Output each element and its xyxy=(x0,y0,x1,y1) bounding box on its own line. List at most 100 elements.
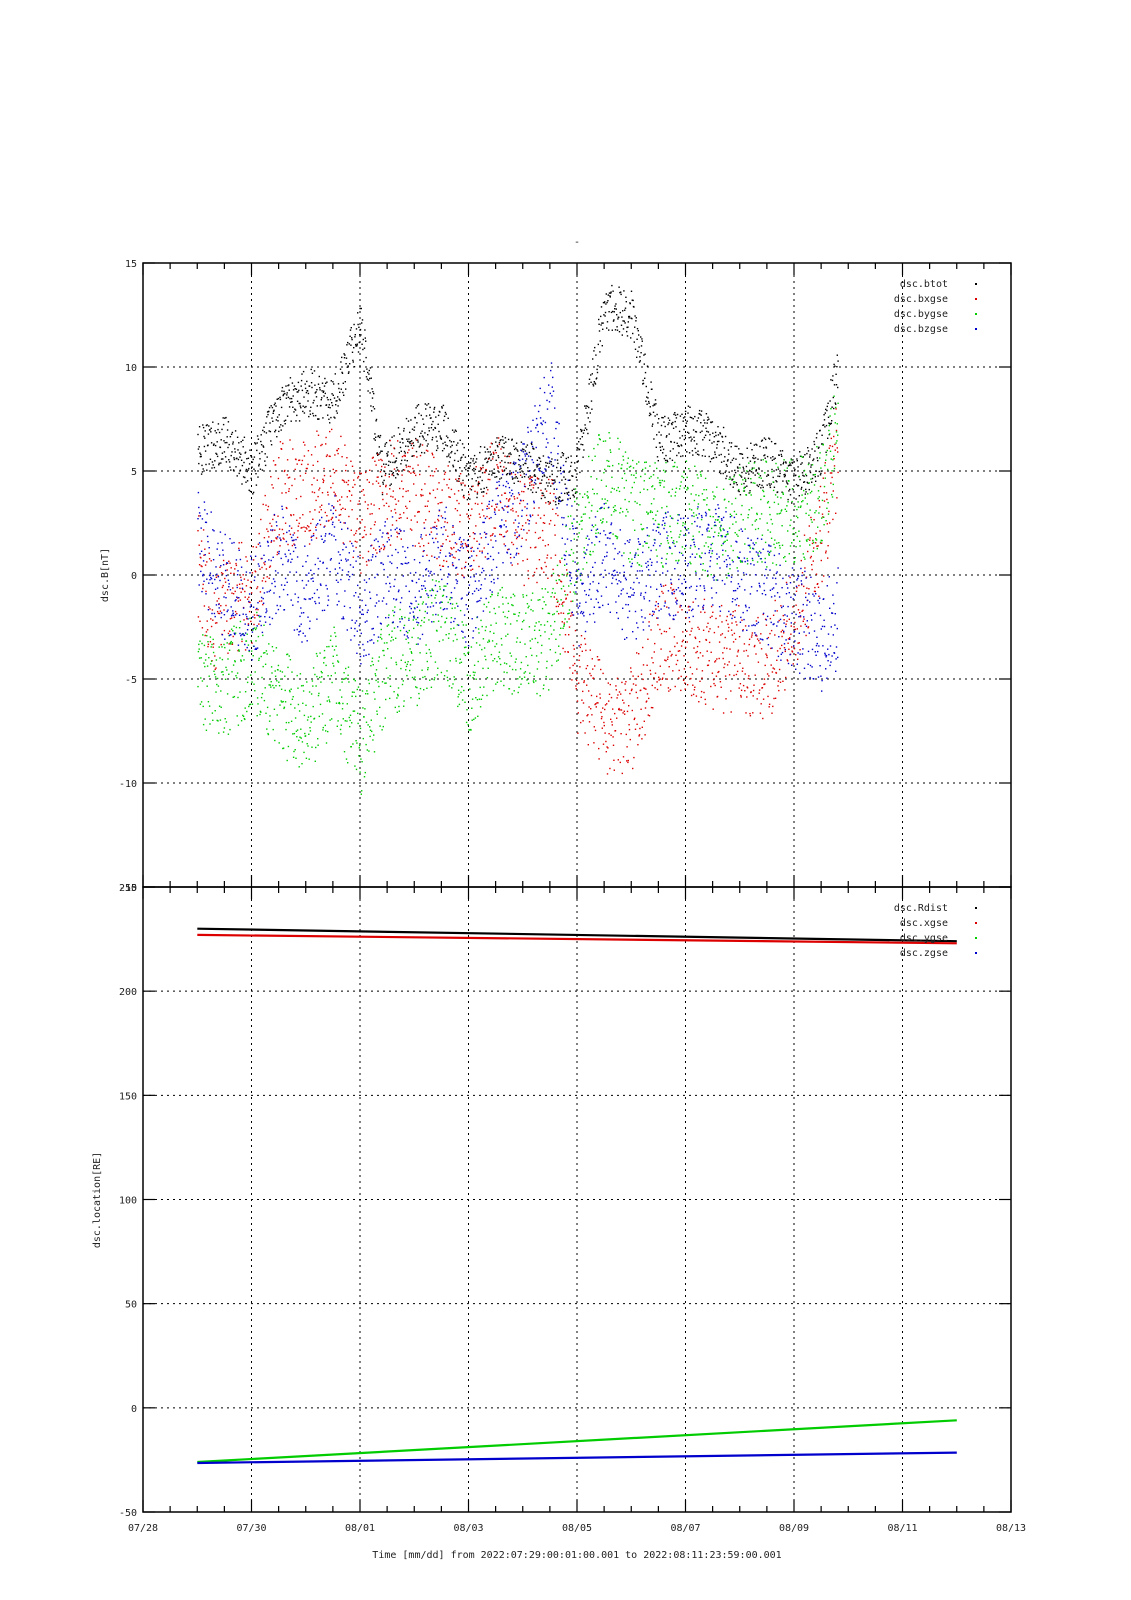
data-point xyxy=(752,472,754,474)
data-point xyxy=(375,679,377,682)
data-point xyxy=(702,563,704,565)
data-point xyxy=(427,500,429,502)
data-point xyxy=(776,513,778,515)
data-point xyxy=(447,436,449,439)
data-point xyxy=(237,644,240,646)
data-point xyxy=(584,637,586,640)
data-point xyxy=(640,565,643,567)
data-point xyxy=(782,680,784,682)
data-point xyxy=(361,536,364,539)
data-point xyxy=(712,516,714,518)
data-point xyxy=(433,677,436,679)
data-point xyxy=(442,442,444,445)
data-point xyxy=(380,450,382,452)
data-point xyxy=(206,513,208,515)
data-point xyxy=(212,421,214,423)
data-point xyxy=(223,440,225,442)
data-point xyxy=(389,488,391,490)
data-point xyxy=(262,652,265,654)
data-point xyxy=(828,424,830,427)
data-point xyxy=(743,643,746,645)
data-point xyxy=(236,475,238,477)
data-point xyxy=(395,460,397,462)
data-point xyxy=(296,519,298,521)
data-point xyxy=(516,620,518,622)
data-point xyxy=(685,617,687,619)
data-point xyxy=(432,489,435,491)
data-point xyxy=(798,530,800,532)
data-point xyxy=(763,454,765,457)
data-point xyxy=(783,619,785,621)
data-point xyxy=(486,515,488,518)
data-point xyxy=(232,593,235,595)
data-point xyxy=(218,431,221,434)
data-point xyxy=(297,525,300,527)
data-point xyxy=(716,658,718,660)
data-point xyxy=(209,579,211,581)
data-point xyxy=(222,584,224,587)
data-point xyxy=(653,498,655,500)
data-point xyxy=(208,657,210,659)
data-point xyxy=(283,470,286,473)
data-point xyxy=(749,712,751,715)
data-point xyxy=(456,509,459,512)
data-point xyxy=(459,467,461,469)
data-point xyxy=(764,457,766,459)
data-point xyxy=(425,644,427,646)
data-point xyxy=(262,602,265,604)
data-point xyxy=(537,478,539,480)
data-point xyxy=(236,586,238,589)
data-point xyxy=(214,578,216,581)
data-point xyxy=(690,440,692,442)
data-point xyxy=(668,690,670,692)
data-point xyxy=(821,542,823,544)
data-point xyxy=(780,605,782,607)
data-point xyxy=(325,730,327,732)
data-point xyxy=(722,426,725,429)
data-point xyxy=(815,538,817,540)
series-dsc-bygse xyxy=(197,395,839,795)
data-point xyxy=(365,376,368,378)
data-point xyxy=(217,720,219,722)
data-point xyxy=(775,564,778,566)
data-point xyxy=(379,636,382,639)
data-point xyxy=(336,412,338,414)
data-point xyxy=(423,423,425,425)
data-point xyxy=(830,458,832,460)
data-point xyxy=(369,377,371,380)
data-point xyxy=(276,553,278,556)
data-point xyxy=(659,479,661,482)
data-point xyxy=(333,416,335,418)
data-point xyxy=(244,451,247,453)
data-point xyxy=(405,490,407,493)
data-point xyxy=(535,622,537,624)
data-point xyxy=(349,500,352,502)
data-point xyxy=(725,463,728,466)
data-point xyxy=(790,625,792,627)
data-point xyxy=(492,472,495,474)
data-point xyxy=(204,634,206,637)
data-point xyxy=(447,487,450,489)
data-point xyxy=(292,539,294,542)
data-point xyxy=(215,432,218,434)
data-point xyxy=(747,655,749,657)
data-point xyxy=(794,621,796,624)
data-point xyxy=(303,751,305,754)
data-point xyxy=(365,693,367,695)
data-point xyxy=(274,529,276,531)
data-point xyxy=(823,500,826,502)
data-point xyxy=(338,514,340,516)
data-point xyxy=(291,484,293,487)
data-point xyxy=(666,459,668,462)
data-point xyxy=(576,447,578,449)
data-point xyxy=(588,706,590,708)
data-point xyxy=(313,717,316,720)
data-point xyxy=(422,601,424,603)
data-point xyxy=(234,451,236,453)
data-point xyxy=(533,675,535,677)
data-point xyxy=(565,457,567,460)
data-point xyxy=(605,485,607,487)
data-point xyxy=(584,513,586,515)
data-point xyxy=(709,628,711,630)
data-point xyxy=(742,490,745,492)
